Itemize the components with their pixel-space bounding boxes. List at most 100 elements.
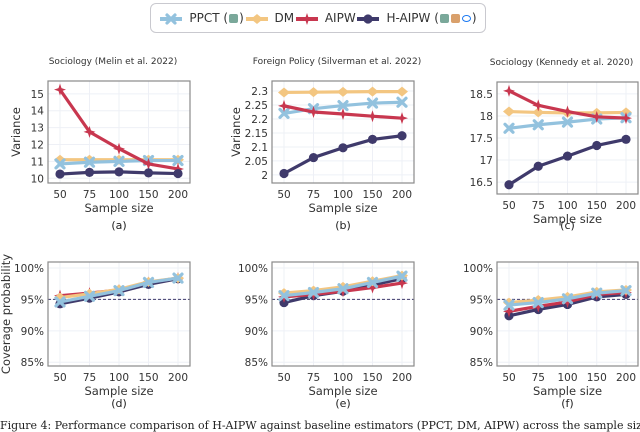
y-tick-label: 90% <box>245 326 268 338</box>
plot-frame <box>496 81 639 195</box>
data-point <box>561 116 574 128</box>
x-tick-label: 100 <box>333 189 353 201</box>
panel-label: (a) <box>111 219 126 232</box>
data-point <box>532 99 545 112</box>
y-tick-label: 16.5 <box>470 177 493 189</box>
data-point <box>503 84 515 97</box>
data-point <box>366 281 379 294</box>
x-tick-label: 200 <box>616 200 636 212</box>
y-tick-label: 13 <box>31 123 44 135</box>
x-tick-label: 50 <box>502 200 515 212</box>
y-tick-label: 95% <box>470 294 493 306</box>
x-tick-label: 150 <box>138 189 158 201</box>
series-ppct <box>503 285 632 311</box>
data-point <box>561 105 574 118</box>
legend-marker <box>363 13 374 24</box>
legend-marker <box>165 12 177 25</box>
x-axis-label: Sample size <box>84 384 153 398</box>
y-tick-label: 90% <box>21 326 44 338</box>
x-tick-label: 150 <box>587 200 607 212</box>
x-tick-label: 75 <box>83 189 96 201</box>
x-tick-label: 75 <box>307 372 320 384</box>
data-point <box>561 293 574 305</box>
data-point <box>396 270 408 282</box>
data-point <box>620 285 632 297</box>
data-point <box>54 83 66 96</box>
x-tick-label: 50 <box>53 372 66 384</box>
x-tick-label: 200 <box>392 372 412 384</box>
data-point <box>278 107 290 120</box>
y-tick-label: 12 <box>31 139 44 151</box>
data-point <box>396 112 408 125</box>
data-point <box>591 287 603 299</box>
x-axis-label: Sample size <box>533 384 602 398</box>
y-tick-label: 90% <box>470 326 493 338</box>
x-tick-label: 75 <box>307 189 320 201</box>
legend-item-dm: DM <box>245 11 294 25</box>
x-tick-label: 200 <box>616 372 636 384</box>
data-point <box>367 134 378 145</box>
plot-frame <box>496 261 639 367</box>
y-tick-label: 100% <box>14 263 44 275</box>
y-tick-label: 14 <box>31 106 45 118</box>
legend-label: PPCT ( <box>189 11 229 25</box>
data-point <box>173 168 183 179</box>
data-point <box>307 286 320 299</box>
y-tick-label: 15 <box>31 89 44 101</box>
data-point <box>113 155 125 167</box>
panel-label: (c) <box>560 219 575 232</box>
data-point <box>307 87 320 98</box>
data-point <box>503 299 515 311</box>
y-tick-label: 2.15 <box>245 128 268 140</box>
anthropic-icon <box>450 14 460 23</box>
data-point <box>278 290 290 302</box>
x-tick-label: 75 <box>83 372 96 384</box>
series-h-aipw <box>504 134 631 190</box>
subplot-title: Foreign Policy (Silverman et al. 2022) <box>253 57 422 67</box>
data-point <box>562 151 573 161</box>
y-axis-label: Variance <box>229 107 243 157</box>
x-tick-label: 150 <box>362 372 382 384</box>
x-tick-label: 200 <box>168 189 188 201</box>
legend-suffix: ) <box>471 11 477 25</box>
data-point <box>84 167 95 177</box>
series-h-aipw <box>55 167 183 179</box>
plot-frame <box>271 261 415 367</box>
series-aipw <box>503 84 632 125</box>
data-point <box>337 99 349 112</box>
series-dm <box>278 86 408 98</box>
legend-suffix: ) <box>239 11 244 25</box>
ppct-cross-marker-icon <box>159 11 183 25</box>
data-point <box>337 86 349 97</box>
x-tick-label: 75 <box>532 200 545 212</box>
data-point <box>143 168 154 178</box>
subplot-f: 85% 90% 95% 100% 50 75 100 150 200 Sample size(f) <box>463 261 639 410</box>
panel-label: (b) <box>335 219 351 232</box>
y-tick-label: 2.25 <box>245 100 268 112</box>
data-point <box>532 296 544 309</box>
data-point <box>503 305 515 318</box>
plot-frame <box>271 80 415 184</box>
figure-caption: Figure 4: Performance comparison of H-AI… <box>0 419 640 432</box>
data-point <box>396 96 408 108</box>
x-axis-label: Sample size <box>533 212 602 226</box>
x-tick-label: 150 <box>362 189 382 201</box>
legend-marker <box>300 12 313 25</box>
data-point <box>278 99 290 112</box>
x-tick-label: 150 <box>138 372 158 384</box>
legend-marker <box>250 13 263 24</box>
subplot-title: Sociology (Melin et al. 2022) <box>49 57 178 67</box>
legend-item-h-aipw: H-AIPW () <box>356 11 477 25</box>
y-tick-label: 10 <box>31 173 44 185</box>
data-point <box>532 119 544 131</box>
data-point <box>114 167 124 177</box>
y-tick-label: 100% <box>463 263 493 275</box>
data-point <box>307 106 320 119</box>
y-axis-label: Coverage probability <box>0 254 13 374</box>
dm-diamond-marker-icon <box>245 11 269 25</box>
data-point <box>142 157 155 170</box>
y-tick-label: 95% <box>245 294 268 306</box>
data-point <box>532 300 545 313</box>
legend-item-ppct: PPCT () <box>159 11 244 25</box>
x-tick-label: 100 <box>109 372 129 384</box>
